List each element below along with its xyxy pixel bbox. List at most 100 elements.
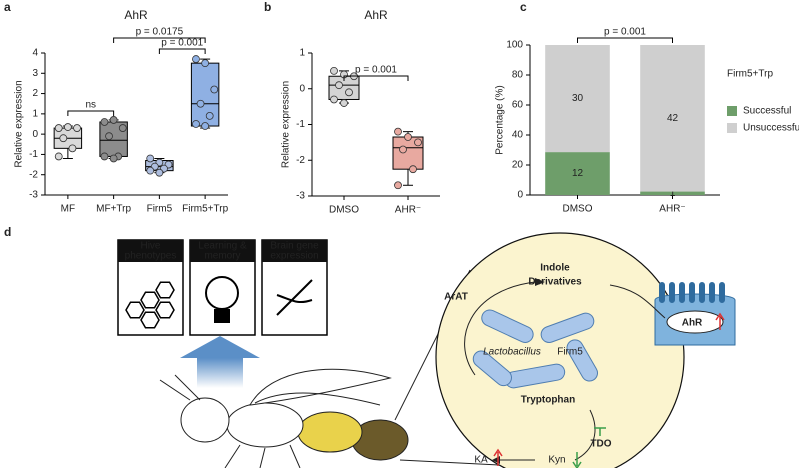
box-title: memory [204, 251, 240, 262]
y-axis-label: Relative expression [14, 80, 25, 167]
significance-label: p = 0.0175 [136, 27, 184, 38]
y-tick-label: -3 [296, 191, 305, 202]
data-point [330, 95, 338, 104]
data-point [68, 144, 77, 153]
y-tick-label: -1 [296, 119, 305, 130]
bulb-base [214, 309, 230, 323]
data-point [404, 133, 412, 141]
significance-label: ns [85, 100, 96, 111]
indole-label: Indole [540, 263, 570, 274]
data-point [330, 66, 338, 75]
data-point [414, 138, 422, 147]
y-tick-label: -1 [29, 149, 38, 160]
y-tick-label: 60 [512, 100, 524, 111]
count-label: 30 [572, 93, 584, 104]
x-tick-label: AHR⁻ [395, 205, 421, 216]
y-tick-label: 100 [506, 40, 523, 51]
box-title: Brain gene [270, 241, 319, 252]
bar-segment [545, 152, 610, 195]
y-axis-label: Percentage (%) [495, 85, 506, 154]
indole-label: Derivatives [528, 277, 582, 288]
hex-icon [140, 291, 160, 309]
bacterium [540, 312, 595, 343]
nucleus [666, 310, 724, 334]
y-tick-label: -3 [29, 190, 38, 201]
y-tick-label: 3 [32, 68, 38, 79]
data-point [192, 120, 200, 128]
y-tick-label: 4 [32, 48, 38, 59]
y-tick-label: 1 [32, 108, 38, 119]
down-arrow [572, 452, 582, 468]
x-tick-label: MF [61, 204, 75, 215]
data-point [345, 88, 353, 97]
data-point [146, 166, 155, 175]
data-point [409, 165, 417, 174]
diagram-art [159, 232, 736, 468]
data-point [109, 154, 118, 163]
ka-label: KA [474, 455, 488, 466]
box-header [262, 240, 327, 262]
data-point [205, 111, 214, 120]
data-point [394, 181, 402, 190]
hex-icon [140, 311, 160, 329]
data-point [210, 85, 219, 94]
data-point [394, 127, 402, 136]
x-tick-label: MF+Trp [96, 204, 131, 215]
significance-bracket [577, 37, 673, 43]
y-axis-label: Relative expression [281, 81, 292, 168]
inhibit [594, 427, 606, 436]
panel-label: a [4, 0, 11, 14]
box-header [118, 240, 183, 262]
pathway-arrow [609, 284, 666, 319]
bar-segment [545, 45, 610, 153]
enzyme-label: ArAT [444, 292, 468, 303]
arrow-head [535, 278, 545, 286]
data-point [201, 59, 210, 68]
dna-icon [276, 279, 313, 316]
bee-leg [224, 444, 301, 468]
data-point [146, 154, 155, 163]
x-tick-label: Firm5+Trp [182, 204, 228, 215]
bacterium [566, 339, 598, 382]
bacterium [472, 350, 512, 387]
data-point [63, 123, 72, 131]
hex-icon [155, 301, 175, 319]
panel-label: d [4, 225, 11, 239]
significance-label: p = 0.001 [355, 65, 397, 76]
data-point [54, 152, 63, 161]
box-title: Hive [140, 241, 160, 252]
significance-bracket [113, 37, 206, 43]
gut-circle [435, 232, 685, 468]
y-tick-label: -2 [296, 155, 305, 166]
box-title: Learning & [198, 241, 247, 252]
bacterium-strain: Firm5 [557, 347, 583, 358]
x-tick-label: DMSO [329, 205, 359, 216]
box-header [190, 240, 255, 262]
panel-label: c [520, 0, 527, 14]
kyn-label: Kyn [548, 455, 565, 466]
box-title: phenotypes [125, 251, 177, 262]
data-point [100, 118, 109, 126]
data-point [196, 99, 205, 108]
data-point [335, 81, 343, 90]
box-title: expression [270, 251, 318, 262]
panel-label: b [264, 0, 271, 14]
bar-segment [640, 45, 705, 192]
y-tick-label: 1 [299, 48, 305, 59]
data-point [155, 168, 164, 177]
data-point [340, 99, 348, 107]
count-label: 42 [667, 113, 679, 124]
legend-swatch [727, 123, 737, 133]
bacterium-genus: Lactobacillus [483, 347, 541, 358]
count-label: 12 [572, 168, 584, 179]
pathway-arrow [464, 281, 536, 376]
up-arrow [715, 312, 725, 330]
significance-label: p = 0.001 [161, 38, 203, 49]
y-tick-label: 2 [32, 88, 38, 99]
hex-icon [155, 281, 175, 299]
bee-gut [297, 411, 363, 453]
legend-label: Successful [743, 106, 791, 117]
box [190, 62, 220, 127]
y-tick-label: 80 [512, 70, 524, 81]
